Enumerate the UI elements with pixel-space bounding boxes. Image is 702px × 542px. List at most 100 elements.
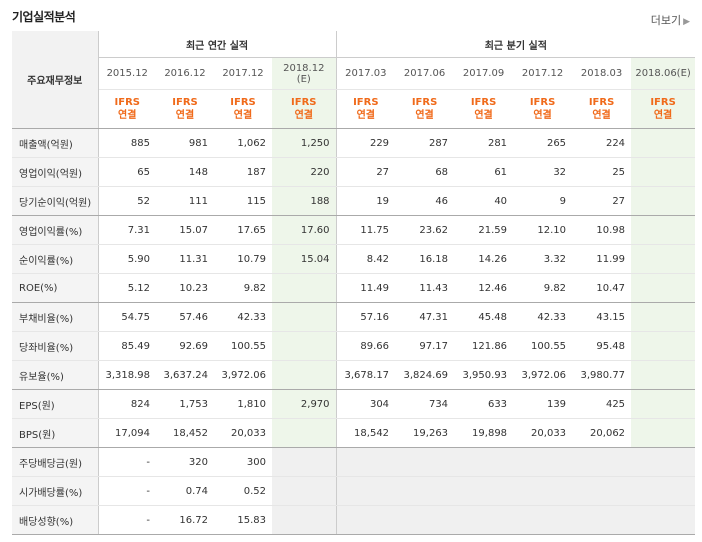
- ifrs-badge: IFRS 연결: [272, 89, 337, 129]
- ifrs-badge: IFRS 연결: [214, 89, 272, 129]
- table-cell: 1,753: [156, 389, 214, 419]
- row-label: BPS(원): [12, 418, 99, 448]
- table-cell: 0.52: [214, 476, 272, 506]
- table-cell: 981: [156, 128, 214, 158]
- ifrs-badge: IFRS 연결: [156, 89, 214, 129]
- table-cell: 287: [395, 128, 455, 158]
- table-cell: 16.18: [395, 244, 455, 274]
- table-cell: 10.23: [156, 273, 214, 303]
- table-cell: [631, 331, 696, 361]
- ifrs-label: IFRS: [411, 97, 438, 108]
- table-cell: 3,678.17: [335, 360, 396, 390]
- table-cell: 320: [156, 447, 214, 477]
- table-cell: [631, 302, 696, 332]
- table-cell: 824: [98, 389, 156, 419]
- table-cell: 5.12: [98, 273, 156, 303]
- table-cell: [395, 505, 455, 535]
- table-cell: 11.49: [335, 273, 396, 303]
- table-cell: 3,318.98: [98, 360, 156, 390]
- consolidated-label: 연결: [233, 110, 253, 121]
- financial-table: 주요재무정보 최근 연간 실적 최근 분기 실적 2015.12 2016.12 2…: [12, 31, 696, 535]
- table-cell: [631, 360, 696, 390]
- table-cell: 9.82: [513, 273, 573, 303]
- table-cell: -: [98, 476, 156, 506]
- table-cell: 23.62: [395, 215, 455, 245]
- row-label: 영업이익률(%): [12, 215, 99, 245]
- table-cell: [572, 505, 632, 535]
- table-cell: 52: [98, 186, 156, 216]
- table-cell: 92.69: [156, 331, 214, 361]
- table-cell: 9: [513, 186, 573, 216]
- table-cell: 19,263: [395, 418, 455, 448]
- table-row: 영업이익(억원) 65 148 187 220 27 68 61 32 25: [12, 157, 696, 187]
- consolidated-label: 연결: [653, 110, 673, 121]
- table-cell: 17,094: [98, 418, 156, 448]
- table-cell: 17.60: [272, 215, 337, 245]
- table-cell: [272, 476, 337, 506]
- table-cell: 85.49: [98, 331, 156, 361]
- consolidated-label: 연결: [474, 110, 493, 121]
- table-row: 유보율(%) 3,318.98 3,637.24 3,972.06 3,678.17 3,…: [12, 360, 696, 390]
- table-cell: 229: [335, 128, 396, 158]
- table-cell: -: [98, 505, 156, 535]
- table-cell: [454, 447, 514, 477]
- table-cell: 97.17: [395, 331, 455, 361]
- table-cell: [631, 157, 696, 187]
- table-cell: 54.75: [98, 302, 156, 332]
- table-cell: 300: [214, 447, 272, 477]
- table-cell: [513, 505, 573, 535]
- consolidated-label: 연결: [294, 110, 313, 121]
- row-label: 매출액(억원): [12, 128, 99, 158]
- table-cell: [631, 476, 696, 506]
- consolidated-label: 연결: [533, 110, 552, 121]
- table-cell: [572, 476, 632, 506]
- period-header: 2017.12: [214, 57, 272, 90]
- table-cell: 27: [335, 157, 396, 187]
- table-cell: 20,062: [572, 418, 632, 448]
- ifrs-label: IFRS: [588, 97, 615, 108]
- period-header: 2017.09: [454, 57, 514, 90]
- table-cell: 18,452: [156, 418, 214, 448]
- ifrs-label: IFRS: [470, 97, 497, 108]
- table-cell: 43.15: [572, 302, 632, 332]
- table-cell: 27: [572, 186, 632, 216]
- row-label: 당기순이익(억원): [12, 186, 99, 216]
- more-link[interactable]: 더보기 ▶: [651, 12, 690, 28]
- table-cell: 46: [395, 186, 455, 216]
- table-cell: 115: [214, 186, 272, 216]
- table-row: 시가배당률(%) -0.74 0.52: [12, 476, 696, 506]
- table-cell: 20,033: [513, 418, 573, 448]
- table-cell: 121.86: [454, 331, 514, 361]
- table-cell: [631, 273, 696, 303]
- table-cell: [272, 331, 337, 361]
- period-header: 2017.03: [335, 57, 396, 90]
- ifrs-badge: IFRS 연결: [335, 89, 396, 129]
- table-cell: 100.55: [214, 331, 272, 361]
- table-cell: 148: [156, 157, 214, 187]
- table-cell: 2,970: [272, 389, 337, 419]
- table-cell: 425: [572, 389, 632, 419]
- row-label: 순이익률(%): [12, 244, 99, 274]
- table-cell: 3,972.06: [513, 360, 573, 390]
- table-cell: 14.26: [454, 244, 514, 274]
- table-cell: [335, 476, 396, 506]
- table-cell: 18,542: [335, 418, 396, 448]
- table-row: 부채비율(%) 54.75 57.46 42.33 57.16 47.31 45.48 42.…: [12, 302, 696, 332]
- table-cell: [272, 360, 337, 390]
- table-cell: 9.82: [214, 273, 272, 303]
- section-title: 기업실적분석: [12, 10, 76, 24]
- row-label: ROE(%): [12, 273, 99, 303]
- ifrs-label: IFRS: [172, 97, 198, 108]
- ifrs-badge: IFRS 연결: [631, 89, 696, 129]
- ifrs-badge: IFRS 연결: [454, 89, 514, 129]
- table-cell: 19: [335, 186, 396, 216]
- ifrs-label: IFRS: [529, 97, 556, 108]
- table-cell: 1,062: [214, 128, 272, 158]
- table-cell: 17.65: [214, 215, 272, 245]
- table-cell: 11.99: [572, 244, 632, 274]
- table-cell: 3,972.06: [214, 360, 272, 390]
- table-cell: [631, 505, 696, 535]
- table-cell: 25: [572, 157, 632, 187]
- table-cell: [513, 447, 573, 477]
- row-label: 부채비율(%): [12, 302, 99, 332]
